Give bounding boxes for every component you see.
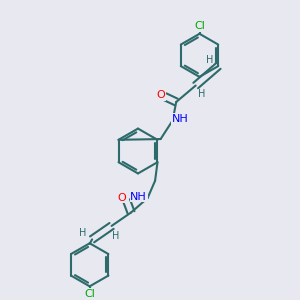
Text: H: H <box>80 228 87 239</box>
Text: H: H <box>198 89 206 100</box>
Text: Cl: Cl <box>84 289 95 299</box>
Text: NH: NH <box>130 192 147 202</box>
Text: O: O <box>157 90 166 100</box>
Text: H: H <box>112 231 120 242</box>
Text: H: H <box>206 55 213 64</box>
Text: Cl: Cl <box>194 21 205 31</box>
Text: O: O <box>118 193 127 202</box>
Text: NH: NH <box>172 114 188 124</box>
